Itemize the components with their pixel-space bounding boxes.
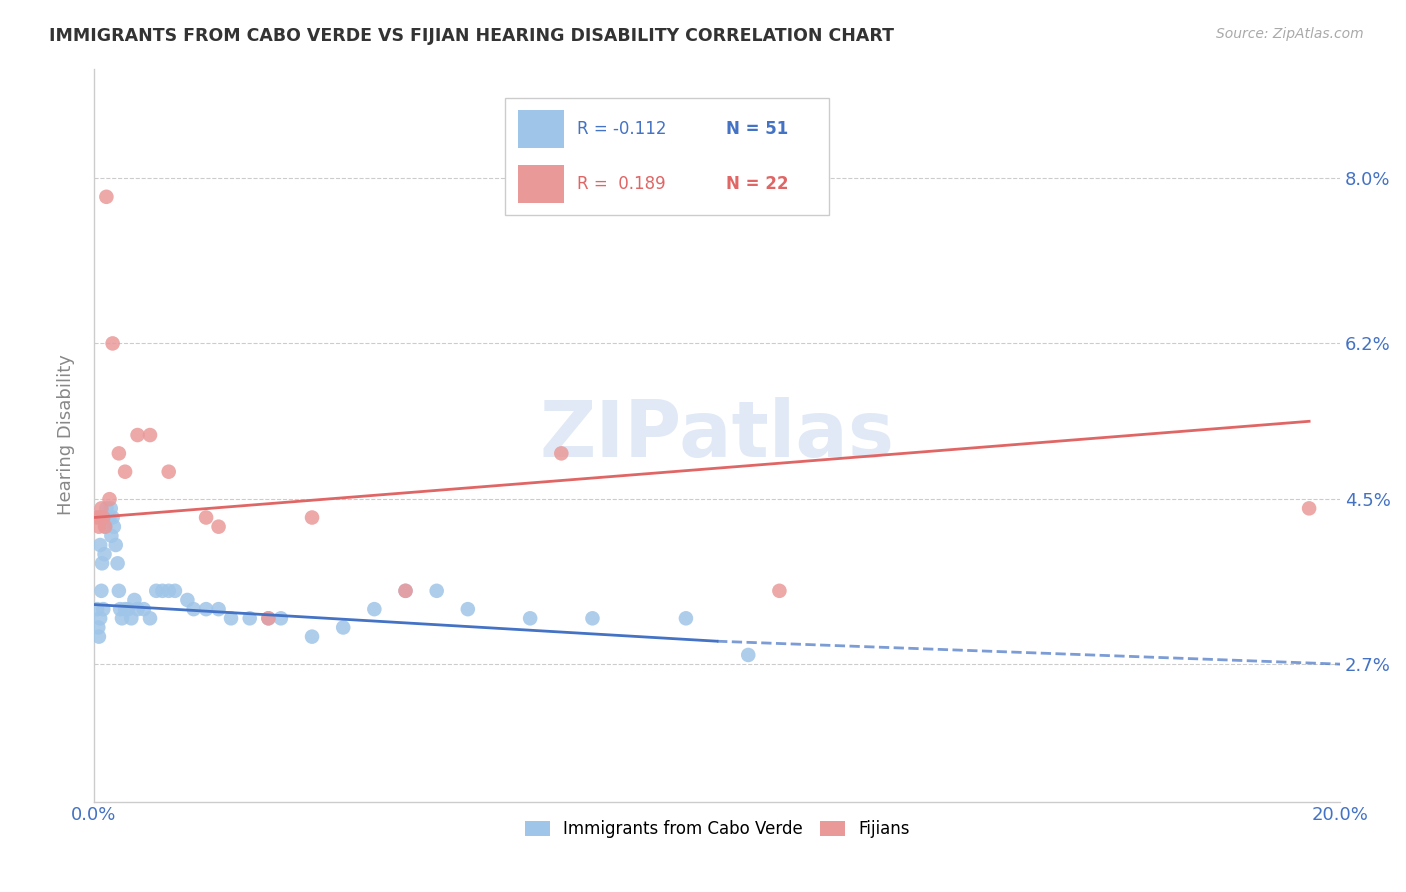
Point xyxy=(97,510,120,524)
Point xyxy=(87,630,110,644)
Point xyxy=(301,510,323,524)
Point xyxy=(87,519,110,533)
Point xyxy=(675,611,697,625)
Point xyxy=(117,602,139,616)
Point xyxy=(86,510,108,524)
Point xyxy=(239,611,262,625)
Point xyxy=(363,602,385,616)
Point xyxy=(1298,501,1320,516)
Point xyxy=(96,501,118,516)
Point xyxy=(519,611,541,625)
Point xyxy=(94,519,117,533)
Point xyxy=(91,602,114,616)
Text: Source: ZipAtlas.com: Source: ZipAtlas.com xyxy=(1216,27,1364,41)
Point xyxy=(108,602,131,616)
Point xyxy=(120,611,142,625)
Point xyxy=(157,465,180,479)
Point xyxy=(98,510,121,524)
Point xyxy=(163,583,186,598)
Point xyxy=(301,630,323,644)
Point xyxy=(394,583,416,598)
Point xyxy=(94,519,117,533)
Point xyxy=(145,583,167,598)
Point xyxy=(207,602,229,616)
Point xyxy=(139,611,162,625)
Point xyxy=(195,602,218,616)
Point xyxy=(257,611,280,625)
Point xyxy=(91,510,114,524)
Point xyxy=(86,602,108,616)
Point xyxy=(89,538,111,552)
Y-axis label: Hearing Disability: Hearing Disability xyxy=(58,355,75,516)
Point xyxy=(183,602,205,616)
Point xyxy=(270,611,292,625)
Point xyxy=(100,529,122,543)
Point xyxy=(98,492,121,507)
Point xyxy=(93,547,115,561)
Point xyxy=(103,519,125,533)
Point xyxy=(101,510,124,524)
Point xyxy=(101,336,124,351)
Point xyxy=(124,593,146,607)
Point xyxy=(89,611,111,625)
Point xyxy=(737,648,759,662)
Point xyxy=(581,611,603,625)
Point xyxy=(426,583,449,598)
Legend: Immigrants from Cabo Verde, Fijians: Immigrants from Cabo Verde, Fijians xyxy=(519,814,917,845)
Point xyxy=(394,583,416,598)
Point xyxy=(768,583,790,598)
Point xyxy=(87,620,110,634)
Point xyxy=(114,465,136,479)
Point xyxy=(132,602,155,616)
Point xyxy=(457,602,479,616)
Point xyxy=(139,428,162,442)
Point xyxy=(96,190,118,204)
Point xyxy=(104,538,127,552)
Point xyxy=(90,583,112,598)
Point xyxy=(127,428,149,442)
Point xyxy=(89,510,111,524)
Point xyxy=(195,510,218,524)
Point xyxy=(100,501,122,516)
Point xyxy=(207,519,229,533)
Point xyxy=(90,501,112,516)
Text: IMMIGRANTS FROM CABO VERDE VS FIJIAN HEARING DISABILITY CORRELATION CHART: IMMIGRANTS FROM CABO VERDE VS FIJIAN HEA… xyxy=(49,27,894,45)
Point xyxy=(127,602,149,616)
Point xyxy=(257,611,280,625)
Point xyxy=(91,557,114,571)
Point xyxy=(550,446,572,460)
Point xyxy=(108,583,131,598)
Point xyxy=(108,446,131,460)
Point xyxy=(157,583,180,598)
Point xyxy=(219,611,242,625)
Point xyxy=(152,583,174,598)
Point xyxy=(114,602,136,616)
Point xyxy=(107,557,129,571)
Point xyxy=(176,593,198,607)
Text: ZIPatlas: ZIPatlas xyxy=(540,397,894,473)
Point xyxy=(332,620,354,634)
Point xyxy=(111,611,134,625)
